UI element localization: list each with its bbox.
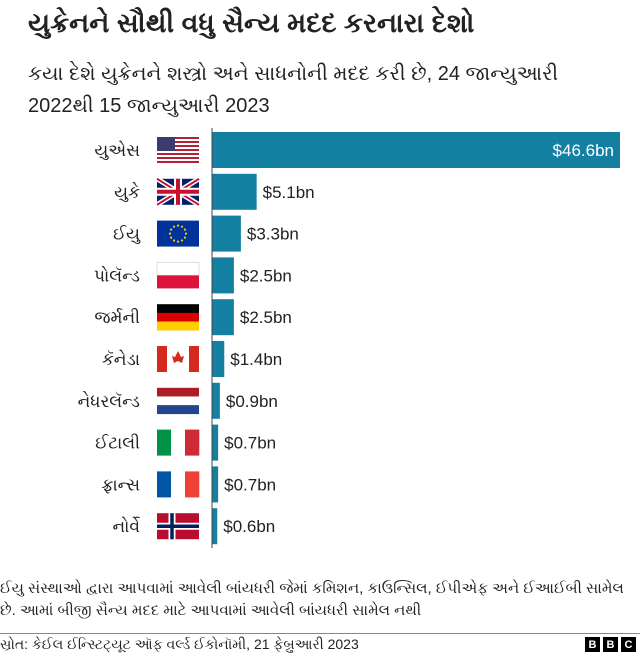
divider — [0, 633, 640, 634]
category-label: યુકે — [114, 182, 140, 202]
category-label: નેધરલૅન્ડ — [78, 391, 140, 411]
value-label: $0.9bn — [226, 392, 278, 411]
norway-flag-icon — [157, 513, 199, 540]
france-flag-icon — [157, 471, 200, 498]
bar — [212, 257, 234, 294]
value-label: $3.3bn — [247, 225, 299, 244]
category-label: નોર્વે — [112, 516, 140, 536]
value-label: $1.4bn — [230, 350, 282, 369]
category-label: પોલૅન્ડ — [94, 265, 140, 285]
chart-subtitle: કયા દેશે યુક્રેનને શસ્ત્રો અને સાધનોની મ… — [28, 63, 559, 117]
source-text: સ્રોત: કેઈલ ઈન્સ્ટિટ્યૂટ ઑફ વર્લ્ડ ઈકોનૉ… — [0, 636, 359, 652]
germany-flag-icon — [157, 304, 199, 331]
category-label: કૅનેડા — [102, 349, 140, 369]
uk-flag-icon — [155, 176, 201, 207]
value-label: $0.7bn — [224, 434, 276, 453]
canada-flag-icon — [157, 346, 199, 372]
category-label: જર્મની — [94, 308, 140, 327]
category-label: યુએસ — [94, 140, 140, 160]
value-label: $46.6bn — [553, 141, 614, 160]
chart-title: યુક્રેનને સૌથી વધુ સૈન્ય મદદ કરનારા દેશો — [28, 8, 475, 38]
bar-chart: યુએસ $46.6bn યુકે $5.1bn ઈયુ $3.3bn પોલૅન્ડ $2.… — [78, 128, 620, 548]
eu-flag-icon — [157, 220, 199, 247]
bar — [212, 341, 225, 377]
netherlands-flag-icon — [157, 387, 199, 415]
category-label: ફ્રાન્સ — [101, 475, 140, 494]
value-label: $2.5bn — [240, 308, 292, 327]
value-label: $0.6bn — [223, 517, 275, 536]
category-label: ઈયુ — [113, 225, 141, 244]
value-label: $2.5bn — [240, 266, 292, 285]
us-flag-icon — [157, 137, 199, 163]
value-label: $0.7bn — [224, 475, 276, 494]
category-label: ઈટાલી — [95, 434, 140, 453]
bar — [212, 132, 620, 168]
bar — [212, 215, 241, 252]
bar — [212, 508, 218, 545]
footnote: ઈયુ સંસ્થાઓ દ્વારા આપવામાં આવેલી બાંયધરી… — [0, 580, 624, 619]
bar — [212, 466, 219, 503]
value-label: $5.1bn — [263, 183, 315, 202]
bar — [212, 173, 257, 210]
bar — [212, 299, 234, 336]
bar — [212, 382, 220, 419]
italy-flag-icon — [157, 429, 200, 456]
poland-flag-icon — [156, 261, 200, 289]
bar — [212, 424, 219, 461]
